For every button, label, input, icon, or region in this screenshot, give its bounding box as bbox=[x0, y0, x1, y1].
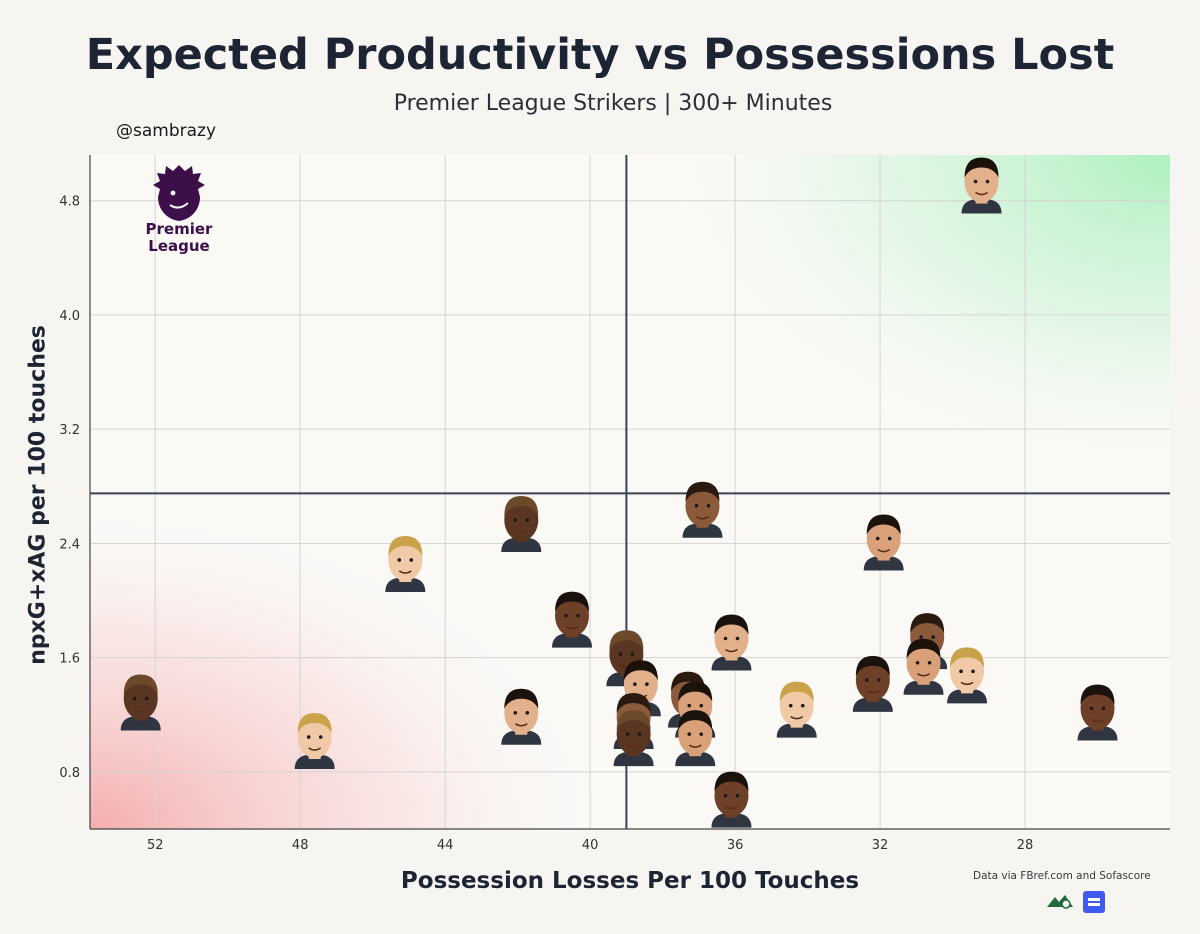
data-points bbox=[120, 157, 1118, 828]
player-headshot-point bbox=[120, 674, 161, 731]
player-headshot-point bbox=[552, 591, 593, 648]
player-headshot-point bbox=[613, 710, 654, 767]
sofascore-logo-icon bbox=[1083, 891, 1105, 913]
player-headshot-point bbox=[385, 535, 426, 592]
data-source-note: Data via FBref.com and Sofascore bbox=[973, 870, 1151, 882]
x-tick-label: 52 bbox=[147, 838, 164, 853]
chart-subtitle: Premier League Strikers | 300+ Minutes bbox=[393, 91, 833, 116]
good-zone-gradient bbox=[626, 155, 1170, 494]
x-tick-label: 48 bbox=[292, 838, 309, 853]
x-tick-label: 44 bbox=[437, 838, 454, 853]
player-headshot-point bbox=[1077, 684, 1118, 741]
player-headshot-point bbox=[501, 495, 542, 552]
player-headshot-point bbox=[776, 681, 817, 738]
x-tick-label: 36 bbox=[727, 838, 744, 853]
logo-text-premier: Premier bbox=[145, 220, 213, 238]
chart-title: Expected Productivity vs Possessions Los… bbox=[85, 30, 1115, 80]
x-axis-label: Possession Losses Per 100 Touches bbox=[400, 868, 860, 894]
player-headshot-point bbox=[903, 638, 944, 695]
player-headshot-point bbox=[961, 157, 1002, 214]
player-headshot-point bbox=[711, 771, 752, 828]
player-headshot-point bbox=[711, 614, 752, 671]
x-tick-label: 28 bbox=[1017, 838, 1034, 853]
player-headshot-point bbox=[501, 688, 542, 745]
x-tick-label: 32 bbox=[872, 838, 889, 853]
y-tick-label: 4.0 bbox=[59, 309, 80, 324]
player-headshot-point bbox=[863, 514, 904, 571]
y-tick-label: 2.4 bbox=[59, 537, 80, 552]
y-tick-label: 3.2 bbox=[59, 423, 80, 438]
premier-league-logo-icon: Premier League bbox=[140, 163, 218, 263]
logo-text-league: League bbox=[148, 237, 210, 255]
player-headshot-point bbox=[675, 710, 716, 767]
grid-lines bbox=[90, 155, 1170, 829]
player-headshot-point bbox=[682, 481, 723, 538]
y-tick-label: 4.8 bbox=[59, 195, 80, 210]
player-headshot-point bbox=[852, 655, 893, 712]
y-tick-label: 0.8 bbox=[59, 766, 80, 781]
fbref-logo-icon bbox=[1047, 895, 1073, 909]
author-handle: @sambrazy bbox=[116, 121, 217, 141]
player-headshot-point bbox=[294, 713, 335, 770]
axes bbox=[89, 155, 1170, 830]
player-headshot-point bbox=[947, 647, 988, 704]
tick-labels: 52 48 44 40 36 32 28 0.8 1.6 2.4 3.2 4.0 4.8 bbox=[59, 195, 1033, 853]
y-axis-label: npxG+xAG per 100 touches bbox=[25, 325, 51, 665]
x-tick-label: 40 bbox=[582, 838, 599, 853]
y-tick-label: 1.6 bbox=[59, 652, 80, 667]
